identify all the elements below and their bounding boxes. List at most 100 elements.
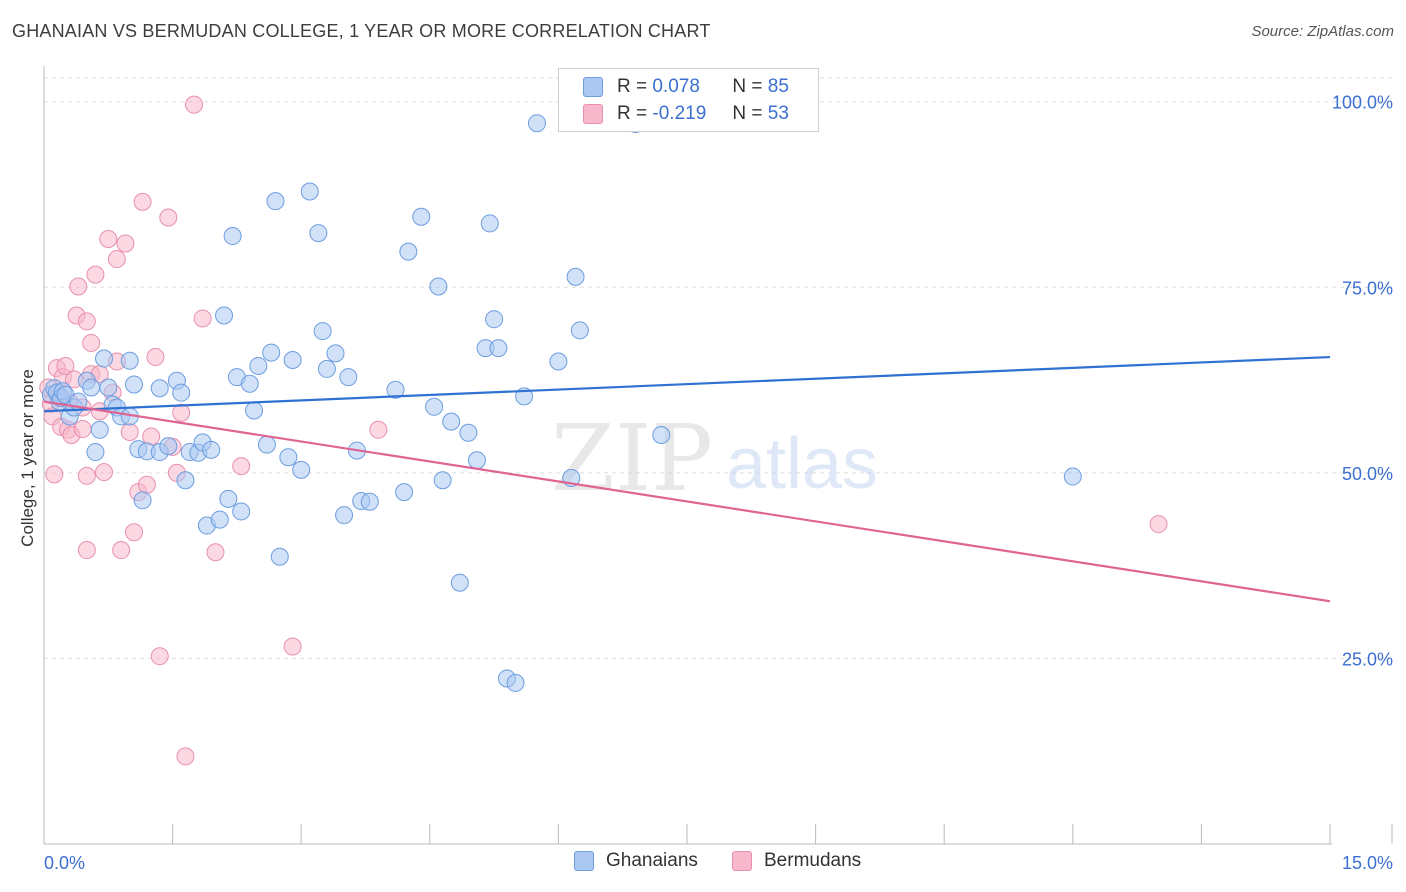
legend-row-bermudans: R = -0.219 N = 53: [583, 100, 789, 128]
watermark-atlas: atlas: [726, 424, 878, 504]
bottom-legend-swatch-blue: [574, 851, 594, 871]
legend-row-ghanaians: R = 0.078 N = 85: [583, 73, 789, 101]
data-point: [245, 401, 264, 420]
bottom-legend-label: Ghanaians: [606, 850, 698, 871]
data-point: [82, 378, 101, 397]
data-point: [159, 208, 178, 227]
data-point: [193, 309, 212, 328]
data-point: [206, 543, 225, 562]
y-tick-label: 75.0%: [1342, 278, 1393, 298]
data-point: [172, 403, 191, 422]
data-point: [240, 374, 259, 393]
data-point: [566, 267, 585, 286]
data-point: [90, 420, 109, 439]
data-point: [77, 541, 96, 560]
data-point: [99, 230, 118, 249]
data-point: [116, 234, 135, 253]
chart-title: GHANAIAN VS BERMUDAN COLLEGE, 1 YEAR OR …: [12, 21, 711, 41]
legend-r-value: -0.219: [652, 103, 707, 124]
data-point: [257, 435, 276, 454]
bottom-legend-swatch-pink: [732, 851, 752, 871]
data-point: [137, 475, 156, 494]
data-point: [99, 378, 118, 397]
data-point: [459, 423, 478, 442]
data-point: [56, 356, 75, 375]
data-point: [1063, 467, 1082, 486]
x-tick-label: 15.0%: [1342, 853, 1393, 873]
data-point: [150, 647, 169, 666]
data-point: [82, 333, 101, 352]
data-point: [360, 492, 379, 511]
data-point: [202, 440, 221, 459]
data-point: [300, 182, 319, 201]
y-tick-label: 50.0%: [1342, 464, 1393, 484]
data-point: [339, 368, 358, 387]
data-point: [279, 448, 298, 467]
y-tick-label: 25.0%: [1342, 649, 1393, 669]
data-point: [107, 250, 126, 269]
data-point: [527, 114, 546, 133]
legend-swatch-pink: [583, 104, 603, 124]
legend-swatch-blue: [583, 77, 603, 97]
x-tick-label: 0.0%: [44, 853, 85, 873]
stats-legend: R = 0.078 N = 85 R = -0.219 N = 53: [558, 68, 819, 132]
data-point: [125, 375, 144, 394]
source-credit: Source: ZipAtlas.com: [1251, 23, 1394, 40]
data-point: [215, 306, 234, 325]
data-point: [450, 573, 469, 592]
data-point: [159, 437, 178, 456]
bermudans-trend-line: [43, 400, 1331, 603]
data-point: [73, 420, 92, 439]
bottom-legend-bermudans: Bermudans: [732, 850, 861, 872]
data-point: [219, 489, 238, 508]
data-point: [223, 227, 242, 246]
data-point: [185, 95, 204, 114]
data-point: [69, 277, 88, 296]
legend-r-label: R =: [617, 76, 648, 97]
data-point: [176, 747, 195, 766]
data-point: [270, 547, 289, 566]
data-point: [150, 379, 169, 398]
legend-n-value: 85: [767, 76, 789, 97]
data-point: [283, 351, 302, 370]
data-point: [326, 344, 345, 363]
data-point: [133, 491, 152, 510]
data-point: [549, 352, 568, 371]
data-point: [442, 412, 461, 431]
bottom-legend-ghanaians: Ghanaians: [574, 850, 698, 872]
data-point: [77, 466, 96, 485]
legend-n-label: N =: [732, 76, 763, 97]
data-point: [120, 423, 139, 442]
bottom-legend-label: Bermudans: [764, 850, 862, 871]
data-point: [146, 348, 165, 367]
data-point: [480, 214, 499, 233]
legend-r-label: R =: [617, 103, 648, 124]
data-point: [77, 312, 96, 331]
data-point: [467, 451, 486, 470]
data-point: [210, 510, 229, 529]
trend-lines: [43, 355, 1331, 603]
data-point: [485, 310, 504, 329]
data-point: [317, 359, 336, 378]
gridlines: [44, 77, 1392, 659]
data-point: [176, 471, 195, 490]
data-point: [86, 265, 105, 284]
data-point: [95, 463, 114, 482]
data-point: [283, 637, 302, 656]
data-point: [125, 523, 144, 542]
data-point: [433, 471, 452, 490]
data-point: [112, 541, 131, 560]
data-point: [232, 457, 251, 476]
data-point: [292, 460, 311, 479]
data-point: [570, 321, 589, 340]
data-point: [1149, 515, 1168, 534]
data-point: [172, 383, 191, 402]
legend-n-value: 53: [767, 103, 789, 124]
axes: [43, 66, 1393, 845]
data-point: [232, 502, 251, 521]
data-point: [86, 443, 105, 462]
tick-labels: 100.0% 75.0% 50.0% 25.0% 0.0% 15.0%: [44, 93, 1393, 873]
data-point: [429, 277, 448, 296]
data-point: [266, 192, 285, 211]
